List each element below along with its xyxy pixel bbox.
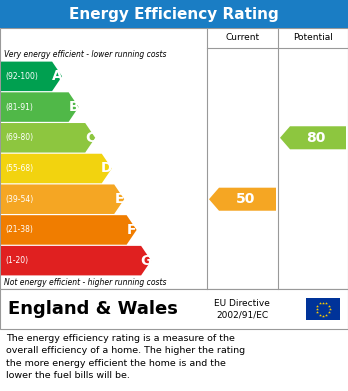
Bar: [0, 28, 348, 289]
Text: Potential: Potential: [293, 34, 333, 43]
Text: (69-80): (69-80): [5, 133, 33, 142]
Bar: [0, 289, 348, 329]
Text: Energy Efficiency Rating: Energy Efficiency Rating: [69, 7, 279, 22]
Text: Not energy efficient - higher running costs: Not energy efficient - higher running co…: [4, 278, 166, 287]
Polygon shape: [1, 123, 95, 152]
Polygon shape: [1, 215, 137, 245]
Polygon shape: [1, 92, 79, 122]
Text: (21-38): (21-38): [5, 226, 33, 235]
Polygon shape: [209, 188, 276, 211]
Text: (55-68): (55-68): [5, 164, 33, 173]
Polygon shape: [1, 246, 151, 275]
Polygon shape: [280, 126, 346, 149]
Text: Current: Current: [226, 34, 260, 43]
Text: The energy efficiency rating is a measure of the
overall efficiency of a home. T: The energy efficiency rating is a measur…: [6, 334, 245, 380]
Text: EU Directive
2002/91/EC: EU Directive 2002/91/EC: [214, 299, 270, 319]
Text: (39-54): (39-54): [5, 195, 33, 204]
Text: C: C: [85, 131, 95, 145]
Text: F: F: [127, 223, 136, 237]
Polygon shape: [1, 62, 62, 91]
Text: (81-91): (81-91): [5, 102, 33, 111]
Text: E: E: [114, 192, 124, 206]
Text: Very energy efficient - lower running costs: Very energy efficient - lower running co…: [4, 50, 166, 59]
Bar: [306, 298, 340, 320]
Text: A: A: [52, 69, 63, 83]
Polygon shape: [1, 154, 112, 183]
Text: (1-20): (1-20): [5, 256, 28, 265]
Text: 80: 80: [306, 131, 326, 145]
Text: England & Wales: England & Wales: [8, 300, 178, 318]
Polygon shape: [1, 185, 124, 214]
Text: D: D: [101, 161, 112, 176]
Bar: [0, 0, 348, 28]
Text: B: B: [68, 100, 79, 114]
Text: 50: 50: [236, 192, 255, 206]
Text: (92-100): (92-100): [5, 72, 38, 81]
Text: G: G: [141, 254, 152, 268]
